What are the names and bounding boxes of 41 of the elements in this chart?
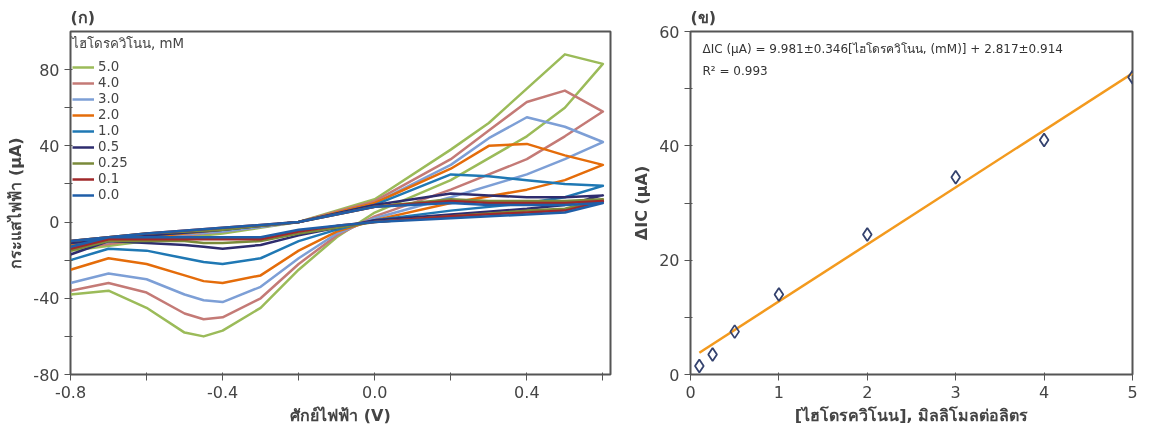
x-tick-label: -0.4 — [207, 382, 239, 402]
legend-label: 5.0 — [98, 59, 120, 74]
x-tick-label: 3 — [950, 382, 961, 402]
legend-label: 0.1 — [98, 171, 120, 186]
x-tick-label: 2 — [862, 382, 873, 402]
point — [1038, 132, 1050, 148]
y-tick-label: 0 — [669, 365, 680, 385]
y-tick-label: 40 — [659, 136, 680, 156]
legend-label: 2.0 — [98, 107, 120, 122]
x-tick-label: 0.0 — [362, 382, 388, 402]
annotation: R² = 0.993 — [702, 63, 768, 78]
legend-label: 0.5 — [98, 139, 120, 154]
point — [773, 287, 785, 302]
x-axis-title: ศักย์ไฟฟ้า (V) — [290, 405, 391, 425]
y-axis-title: ΔIC (μA) — [632, 165, 652, 241]
y-tick-label: 20 — [659, 251, 680, 271]
x-tick-label: 0.4 — [514, 382, 540, 402]
y-tick-label: -80 — [33, 365, 60, 385]
annotation: ΔIC (μA) = 9.981±0.346[ไฮโดรควิโนน, (mM)] + 2.817±0.914 — [702, 41, 1063, 56]
x-tick-label: 4 — [1039, 382, 1050, 402]
chart-title: (ข) — [690, 7, 717, 27]
y-tick-label: 80 — [39, 60, 60, 80]
x-tick-label: 1 — [773, 382, 784, 402]
y-tick-label: 60 — [659, 22, 680, 42]
legend-label: 1.0 — [98, 123, 120, 138]
y-axis-title: กระแสไฟฟ้า (μA) — [6, 137, 26, 269]
legend-label: 0.25 — [98, 155, 128, 170]
x-tick-label: 0 — [685, 382, 696, 402]
y-tick-label: 40 — [39, 136, 60, 156]
legend-label: 3.0 — [98, 91, 120, 106]
point — [862, 227, 873, 242]
point — [707, 347, 718, 362]
y-tick-label: -40 — [33, 289, 60, 309]
x-tick-label: 5 — [1127, 382, 1138, 402]
legend-title: ไฮโดรควิโนน, mM — [72, 35, 184, 53]
x-tick-label: -0.8 — [54, 382, 87, 402]
x-axis-title: [ไฮโดรควิโนน], มิลลิโมลต่อลิตร — [794, 404, 1029, 425]
legend-label: 4.0 — [98, 75, 120, 90]
y-tick-label: 0 — [49, 213, 60, 233]
legend-label: 0.0 — [98, 187, 120, 202]
chart-title: (ก) — [70, 7, 96, 27]
